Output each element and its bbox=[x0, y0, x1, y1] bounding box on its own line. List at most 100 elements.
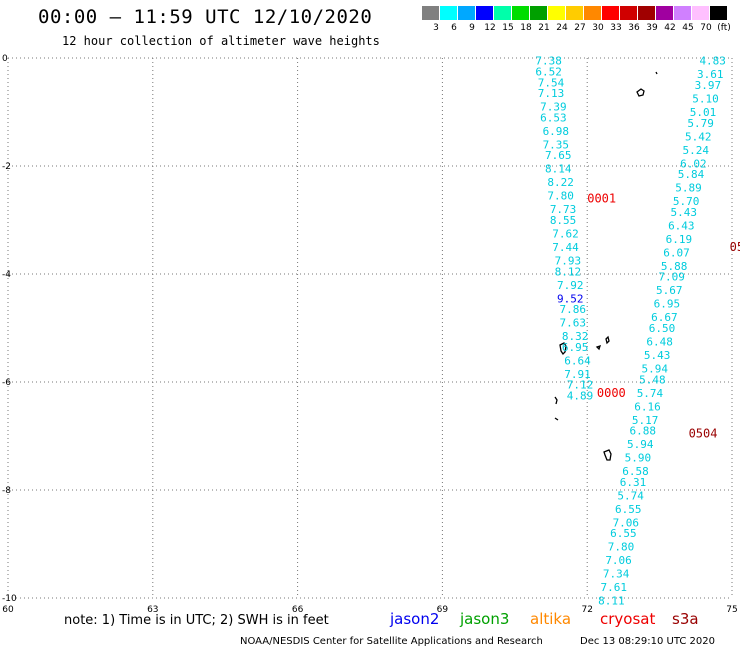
colorbar-swatch bbox=[458, 6, 475, 20]
lon-tick-label: 72 bbox=[581, 605, 592, 615]
wave-height-value: 3.61 bbox=[697, 68, 724, 81]
lon-tick-label: 60 bbox=[2, 605, 14, 615]
wave-height-value: 7.65 bbox=[545, 149, 572, 162]
wave-height-value: 7.92 bbox=[557, 279, 584, 292]
colorbar-swatch bbox=[602, 6, 619, 20]
island-outline bbox=[636, 88, 645, 97]
wave-height-value: 7.80 bbox=[608, 541, 635, 554]
colorbar-swatch bbox=[422, 6, 439, 20]
wave-height-value: 7.54 bbox=[538, 76, 565, 89]
colorbar-swatch bbox=[476, 6, 493, 20]
lat-tick-label: -6 bbox=[2, 378, 11, 388]
colorbar-swatch bbox=[440, 6, 457, 20]
lat-tick-label: 0 bbox=[2, 54, 8, 64]
pass-time-label: 0001 bbox=[587, 191, 616, 205]
wave-height-value: 6.50 bbox=[649, 322, 676, 335]
wave-height-value: 8.14 bbox=[545, 163, 572, 176]
wave-height-value: 7.13 bbox=[538, 87, 565, 100]
wave-height-value: 7.73 bbox=[550, 203, 577, 216]
wave-height-value: 6.95 bbox=[562, 341, 589, 354]
wave-height-value: 6.43 bbox=[668, 219, 695, 232]
colorbar-swatch bbox=[710, 6, 727, 20]
credit-line: NOAA/NESDIS Center for Satellite Applica… bbox=[240, 636, 543, 647]
lon-tick-label: 69 bbox=[437, 605, 449, 615]
land-outlines bbox=[554, 71, 658, 461]
wave-height-value: 5.10 bbox=[692, 93, 719, 106]
wave-height-value: 7.06 bbox=[613, 516, 640, 529]
colorbar-label: 33 bbox=[610, 23, 622, 33]
wave-height-value: 6.55 bbox=[610, 527, 637, 540]
colorbar-label: 21 bbox=[538, 23, 550, 33]
wave-height-value: 6.64 bbox=[564, 354, 591, 367]
wave-height-value: 6.19 bbox=[666, 233, 693, 246]
colorbar-label: 6 bbox=[451, 23, 457, 33]
lon-tick-label: 66 bbox=[292, 605, 304, 615]
units-note: note: 1) Time is in UTC; 2) SWH is in fe… bbox=[64, 613, 329, 628]
wave-height-value: 7.44 bbox=[552, 241, 579, 254]
colorbar-label: 36 bbox=[628, 23, 640, 33]
wave-height-value: 7.61 bbox=[600, 581, 627, 594]
colorbar-label: 70 bbox=[700, 23, 712, 33]
wave-height-value: 7.34 bbox=[603, 568, 630, 581]
colorbar-label: 12 bbox=[484, 23, 496, 33]
colorbar-swatch bbox=[656, 6, 673, 20]
pass-time-label: 0503 bbox=[730, 240, 740, 254]
wave-height-value: 6.31 bbox=[620, 476, 647, 489]
wave-height-value: 8.32 bbox=[562, 330, 589, 343]
lat-tick-label: -2 bbox=[2, 162, 11, 172]
wave-height-value: 5.24 bbox=[683, 144, 710, 157]
wave-height-value: 9.52 bbox=[557, 292, 584, 305]
lon-tick-label: 75 bbox=[726, 605, 737, 615]
wave-height-value: 5.88 bbox=[661, 260, 688, 273]
wave-height-value: 5.70 bbox=[673, 195, 700, 208]
colorbar-label: 27 bbox=[574, 23, 586, 33]
wave-height-value: 3.97 bbox=[695, 79, 722, 92]
wave-height-value: 7.38 bbox=[535, 55, 562, 68]
wave-height-value: 5.89 bbox=[675, 182, 702, 195]
map-title: 00:00 – 11:59 UTC 12/10/2020 bbox=[38, 6, 373, 28]
wave-height-value: 6.58 bbox=[622, 465, 649, 478]
satellite-cryosat: cryosat bbox=[600, 610, 656, 628]
colorbar-swatch bbox=[548, 6, 565, 20]
colorbar-label: 39 bbox=[646, 23, 658, 33]
map-grid bbox=[7, 57, 733, 599]
wave-height-value: 5.94 bbox=[627, 438, 654, 451]
wave-height-value: 7.91 bbox=[564, 368, 591, 381]
island-outline bbox=[605, 335, 610, 345]
wave-height-value: 7.93 bbox=[555, 255, 582, 268]
wave-height-value: 6.98 bbox=[543, 125, 570, 138]
wave-height-value: 4.83 bbox=[699, 55, 726, 68]
wave-height-value: 6.07 bbox=[663, 246, 690, 259]
wave-height-value: 5.84 bbox=[678, 168, 705, 181]
satellite-jason3: jason3 bbox=[460, 610, 510, 628]
colorbar-swatch bbox=[638, 6, 655, 20]
colorbar-swatch bbox=[566, 6, 583, 20]
colorbar-swatch bbox=[494, 6, 511, 20]
wave-height-value: 6.95 bbox=[654, 298, 681, 311]
colorbar-label: 42 bbox=[664, 23, 676, 33]
wave-height-value: 6.16 bbox=[634, 400, 661, 413]
wave-height-value: 6.67 bbox=[651, 311, 678, 324]
wave-height-value: 6.02 bbox=[680, 157, 707, 170]
colorbar-label: 18 bbox=[520, 23, 532, 33]
wave-height-value: 7.06 bbox=[605, 554, 632, 567]
wave-height-value: 6.52 bbox=[535, 66, 562, 79]
wave-height-value: 8.12 bbox=[555, 265, 582, 278]
wave-height-value: 5.43 bbox=[670, 206, 697, 219]
satellite-altika: altika bbox=[530, 610, 572, 628]
wave-height-value: 5.48 bbox=[639, 373, 666, 386]
wave-height-value: 5.94 bbox=[642, 363, 669, 376]
wave-height-value: 5.43 bbox=[644, 349, 671, 362]
colorbar-label: 3 bbox=[433, 23, 439, 33]
lat-tick-label: -10 bbox=[2, 594, 17, 604]
wave-height-value: 5.42 bbox=[685, 130, 712, 143]
satellite-jason2: jason2 bbox=[390, 610, 440, 628]
wave-height-observations: 7.386.527.547.137.396.536.987.357.658.14… bbox=[535, 55, 740, 608]
colorbar-label: 45 bbox=[682, 23, 694, 33]
wave-height-value: 7.39 bbox=[540, 101, 567, 114]
satellite-s3a: s3a bbox=[672, 610, 699, 628]
wave-height-value: 7.80 bbox=[547, 190, 574, 203]
island-outline bbox=[603, 449, 612, 461]
island-outline bbox=[655, 71, 658, 75]
colorbar-label: 9 bbox=[469, 23, 475, 33]
